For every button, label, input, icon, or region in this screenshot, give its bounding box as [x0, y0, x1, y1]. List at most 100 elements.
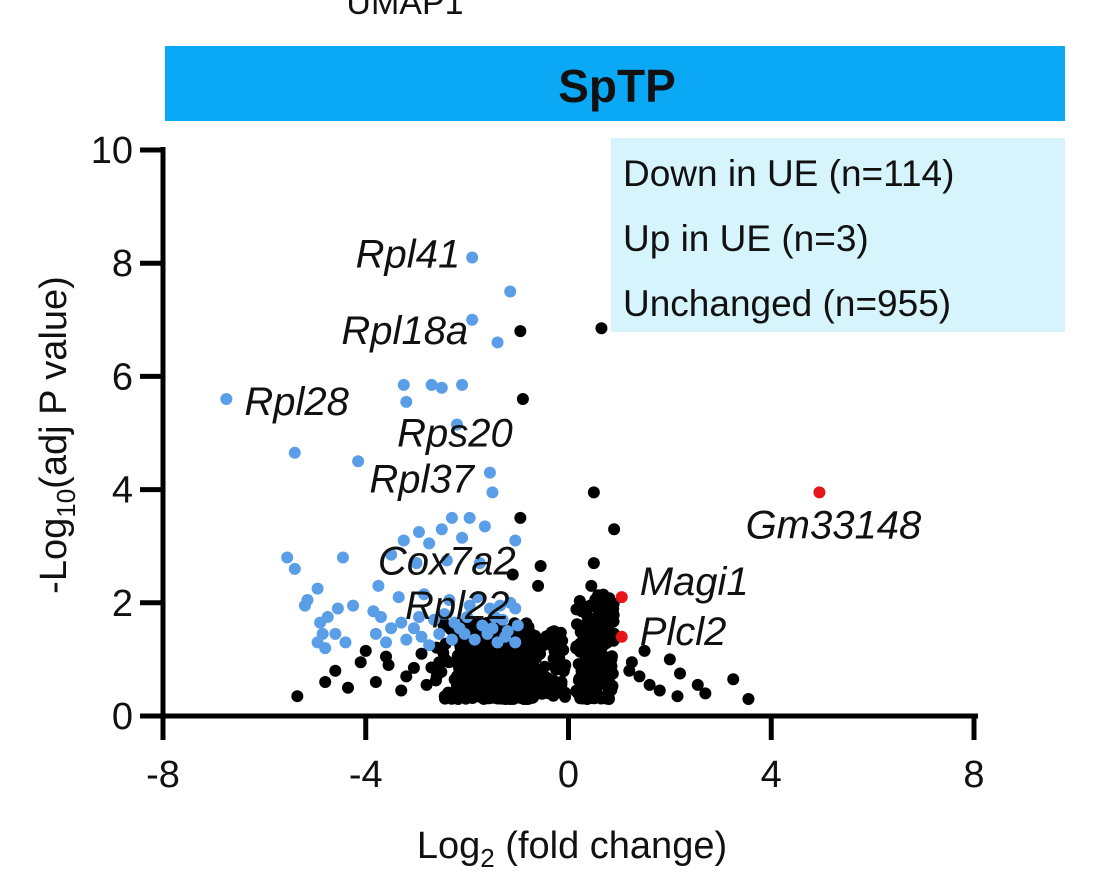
- point-up: [615, 591, 628, 604]
- point-down: [319, 642, 332, 655]
- point-unchanged: [596, 597, 609, 610]
- y-axis-label-sub: 10: [51, 489, 81, 518]
- point-unchanged: [319, 676, 332, 689]
- x-tick-label: 8: [963, 754, 984, 796]
- point-down: [423, 639, 436, 652]
- point-unchanged: [598, 691, 611, 704]
- legend-item-up: Up in UE (n=3): [623, 218, 869, 259]
- point-unchanged: [516, 393, 529, 406]
- point-down: [298, 599, 311, 612]
- x-tick-label: -4: [349, 754, 383, 796]
- point-up: [615, 630, 628, 643]
- point-unchanged: [291, 690, 304, 703]
- gene-label-rpl41: Rpl41: [356, 233, 461, 277]
- gene-label-rpl37: Rpl37: [369, 458, 475, 502]
- point-unchanged: [554, 629, 567, 642]
- point-unchanged: [380, 650, 393, 663]
- point-down: [397, 378, 410, 391]
- legend-item-down: Down in UE (n=114): [623, 153, 954, 194]
- point-down: [509, 636, 522, 649]
- point-down: [347, 599, 360, 612]
- point-unchanged: [548, 645, 561, 658]
- point-unchanged: [584, 648, 597, 661]
- point-down: [425, 378, 438, 391]
- point-unchanged: [638, 644, 651, 657]
- point-down: [450, 418, 463, 431]
- point-unchanged: [433, 656, 446, 669]
- point-unchanged: [354, 656, 367, 669]
- y-tick-label: 10: [91, 130, 133, 172]
- point-unchanged: [514, 325, 527, 338]
- point-unchanged: [547, 675, 560, 688]
- point-down: [311, 582, 324, 595]
- point-down: [369, 627, 382, 640]
- point-down: [445, 633, 458, 646]
- point-unchanged: [517, 671, 530, 684]
- point-unchanged: [532, 579, 545, 592]
- point-unchanged: [587, 557, 600, 570]
- point-unchanged: [400, 670, 413, 683]
- point-down: [433, 627, 446, 640]
- point-unchanged: [530, 663, 543, 676]
- point-unchanged: [699, 687, 712, 700]
- point-down: [400, 633, 413, 646]
- point-unchanged: [506, 679, 519, 692]
- point-unchanged: [329, 664, 342, 677]
- point-unchanged: [742, 693, 755, 706]
- point-unchanged: [671, 690, 684, 703]
- point-unchanged: [496, 678, 509, 691]
- point-unchanged: [407, 661, 420, 674]
- x-tick-label: 4: [761, 754, 782, 796]
- point-unchanged: [602, 656, 615, 669]
- point-down: [336, 551, 349, 564]
- point-down: [499, 630, 512, 643]
- point-unchanged: [643, 678, 656, 691]
- point-down: [380, 636, 393, 649]
- point-down: [463, 599, 476, 612]
- point-unchanged: [653, 684, 666, 697]
- point-down: [329, 627, 342, 640]
- point-down: [494, 599, 507, 612]
- point-down: [443, 593, 456, 606]
- point-unchanged: [608, 523, 621, 536]
- point-unchanged: [359, 644, 372, 657]
- point-down: [220, 393, 233, 406]
- y-tick-label: 0: [112, 696, 133, 738]
- x-tick-label: 0: [558, 754, 579, 796]
- point-down: [314, 616, 327, 629]
- point-unchanged: [430, 670, 443, 683]
- point-unchanged: [587, 486, 600, 499]
- point-down: [374, 610, 387, 623]
- y-tick-label: 6: [112, 356, 133, 398]
- x-tick-label: -8: [146, 754, 180, 796]
- point-down: [428, 613, 441, 626]
- y-ticks: 0 2 4 6 8 10: [91, 130, 163, 738]
- point-down: [445, 511, 458, 524]
- point-down: [392, 591, 405, 604]
- point-down: [456, 378, 469, 391]
- point-down: [339, 636, 352, 649]
- point-unchanged: [451, 669, 464, 682]
- point-unchanged: [534, 647, 547, 660]
- point-down: [473, 557, 486, 570]
- point-down: [415, 630, 428, 643]
- gene-label-gm33148: Gm33148: [746, 503, 922, 547]
- title-banner: [165, 46, 1065, 121]
- point-unchanged: [633, 670, 646, 683]
- point-unchanged: [420, 678, 433, 691]
- data-points: [220, 251, 826, 706]
- point-unchanged: [585, 579, 598, 592]
- point-unchanged: [437, 618, 450, 631]
- y-tick-label: 4: [112, 470, 133, 512]
- point-down: [453, 622, 466, 635]
- point-down: [509, 534, 522, 547]
- point-unchanged: [506, 568, 519, 581]
- point-down: [466, 251, 479, 264]
- point-down: [509, 602, 522, 615]
- point-down: [352, 455, 365, 468]
- point-down: [481, 627, 494, 640]
- point-unchanged: [451, 682, 464, 695]
- point-down: [397, 534, 410, 547]
